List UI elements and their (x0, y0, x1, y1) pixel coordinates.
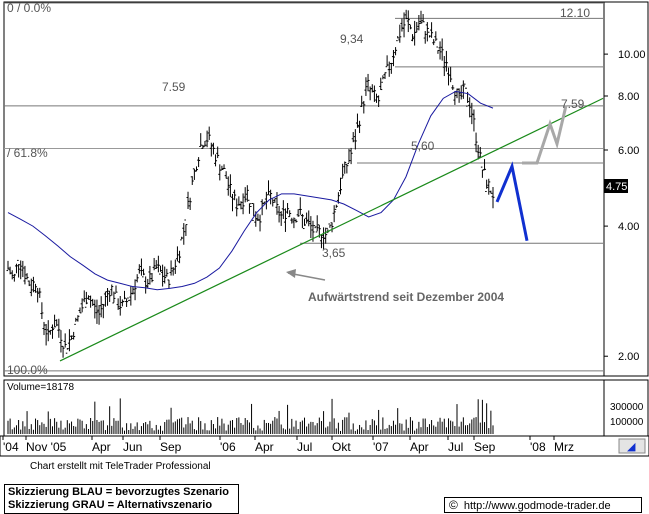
volume-tick-100000: 100000 (610, 417, 644, 428)
x-tick-label: '08 (530, 440, 546, 454)
volume-label: Volume=18178 (7, 382, 74, 393)
x-tick-label: Jul (448, 440, 463, 454)
price-tick-label: 10.00 (618, 49, 646, 61)
last-price-box (604, 179, 628, 193)
last-price-label: 4.75 (606, 181, 627, 193)
price-tick-label: 8.00 (618, 91, 639, 103)
volume-panel (3, 379, 605, 437)
copyright-icon: © (449, 498, 458, 512)
x-tick-label: Jul (297, 440, 312, 454)
x-axis-button[interactable] (618, 438, 646, 454)
label-1210: 12.10 (560, 6, 590, 20)
label-100: 100.0% (7, 363, 48, 377)
uptrend-line (59, 97, 604, 362)
scenario-blau-line (495, 161, 529, 242)
volume-axis (603, 379, 649, 437)
legend-grau: Skizzierung GRAU = Alternativszenario (8, 499, 213, 511)
price-panel (3, 1, 605, 377)
label-zero: 0 / 0.0% (7, 1, 51, 15)
source-url-text: http://www.godmode-trader.de (463, 500, 611, 512)
x-tick-label: Sep (160, 440, 182, 454)
label-365: 3,65 (322, 246, 346, 260)
x-tick-label: '06 (220, 440, 236, 454)
trend-arrow-icon (286, 269, 326, 281)
x-tick-label: Apr (92, 440, 111, 454)
price-tick-label: 2.00 (618, 351, 639, 363)
price-tick-label: 6.00 (618, 145, 639, 157)
price-axis-ticks: 10.00 8.00 6.00 4.00 2.00 (604, 49, 646, 363)
x-tick-label: Jun (123, 440, 142, 454)
x-axis-button-icon: ◢ (627, 441, 636, 453)
x-tick-label: Apr (410, 440, 429, 454)
volume-tick-300000: 300000 (610, 402, 644, 413)
label-759-right: 7.59 (561, 97, 585, 111)
scenario-legend: Skizzierung BLAU = bevorzugtes Szenario … (4, 484, 239, 514)
x-tick-label: '07 (373, 440, 389, 454)
moving-average-line (7, 90, 494, 291)
x-tick-label: Apr (255, 440, 274, 454)
chart-credit: Chart erstellt mit TeleTrader Profession… (30, 461, 211, 472)
x-tick-label: Sep (474, 440, 496, 454)
source-url[interactable]: © http://www.godmode-trader.de (444, 497, 642, 513)
x-axis-ticks: '04 Nov '05 Apr Jun Sep '06 Apr Jul Okt '07 Apr Jul… (2, 436, 574, 454)
x-tick-label: '04 (3, 440, 19, 454)
legend-blau: Skizzierung BLAU = bevorzugtes Szenario (8, 486, 229, 498)
label-618: / 61.8% (7, 146, 48, 160)
label-759: 7.59 (162, 80, 186, 94)
x-axis-bar (0, 435, 649, 457)
x-tick-label: Mrz (554, 440, 574, 454)
scenario-grau-line (522, 105, 568, 165)
trend-annotation: Aufwärtstrend seit Dezember 2004 (308, 290, 504, 304)
price-tick-label: 4.00 (618, 221, 639, 233)
x-tick-label: Okt (332, 440, 351, 454)
label-934: 9,34 (340, 32, 364, 46)
label-560: 5,60 (411, 139, 435, 153)
x-tick-label: Nov '05 (26, 440, 67, 454)
